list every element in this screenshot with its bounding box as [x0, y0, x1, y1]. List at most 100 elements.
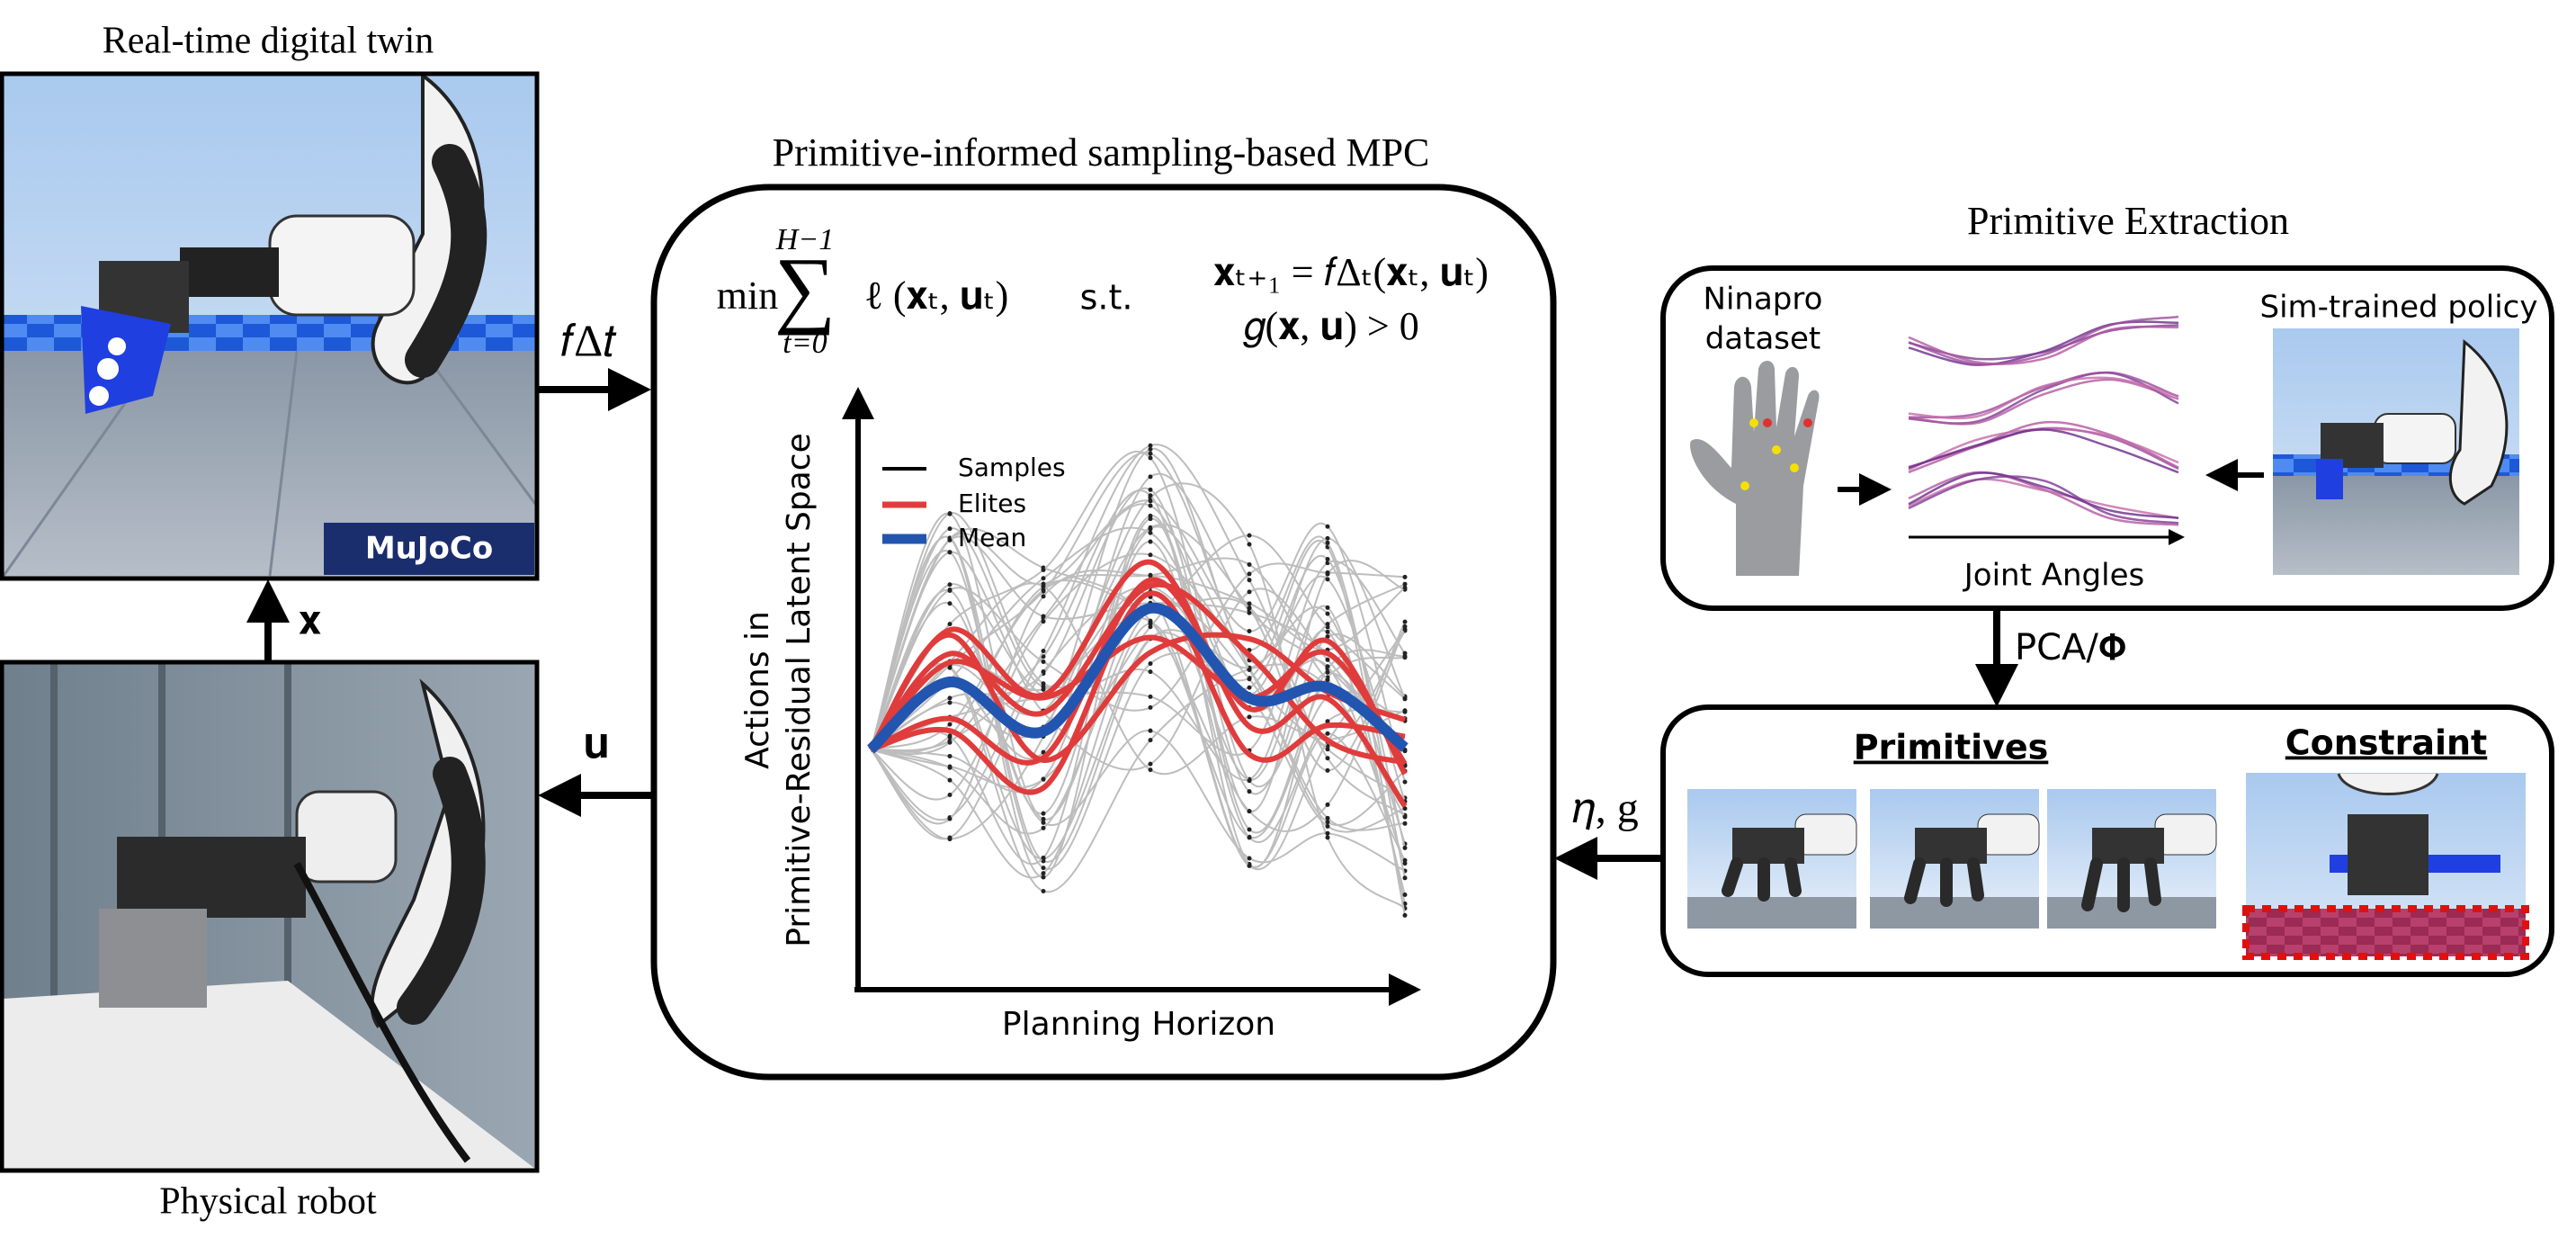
primitive-arm	[2154, 813, 2217, 856]
dataset-label: dataset	[1705, 321, 1821, 357]
sample-dot	[1325, 629, 1330, 634]
dataset-label: Ninapro	[1704, 282, 1823, 318]
sample-dot	[1402, 779, 1408, 785]
sample-dot	[1325, 622, 1330, 627]
sample-dot	[1148, 451, 1153, 456]
sample-dot	[947, 765, 953, 770]
sample-dot	[1041, 648, 1046, 653]
sample-dot	[1041, 871, 1046, 876]
library-box	[1660, 704, 2554, 977]
sample-dot	[947, 550, 953, 555]
objective-min: min	[717, 274, 778, 318]
legend-label: Mean	[958, 523, 1026, 552]
sample-dot	[1148, 669, 1153, 675]
sample-dot	[1402, 655, 1408, 660]
sample-dot	[1325, 657, 1330, 662]
primitive-floor	[1870, 897, 2039, 929]
sample-curve	[870, 562, 1406, 750]
sample-dot	[947, 837, 953, 842]
sample-dot	[1148, 446, 1153, 452]
sample-dot	[1325, 570, 1330, 576]
x-axis-label: Planning Horizon	[1002, 1006, 1275, 1043]
sample-dot	[1402, 893, 1408, 898]
mpc-box	[650, 184, 1557, 1081]
sample-curve	[870, 623, 1406, 879]
dynamics-constraint: 𝐱ₜ₊₁ = 𝑓Δₜ(𝐱ₜ, 𝐮ₜ)	[1213, 250, 1489, 294]
sample-dot	[1148, 443, 1153, 448]
sample-dot	[1148, 487, 1153, 492]
sample-dot	[1247, 714, 1252, 720]
sample-dot	[947, 601, 953, 606]
pca-label: PCA/𝚽	[2015, 627, 2126, 668]
sample-dot	[1148, 498, 1153, 504]
sample-dot	[1325, 605, 1330, 610]
constraint-image	[2242, 773, 2529, 960]
sample-dot	[1247, 827, 1252, 832]
primitive-fingers	[1722, 857, 1802, 902]
inequality-constraint: 𝑔(𝐱, 𝐮) > 0	[1243, 304, 1418, 348]
joint-trajectories	[1908, 315, 2179, 526]
sample-dot	[1041, 820, 1046, 825]
sample-dot	[1402, 574, 1408, 579]
elite-curve	[869, 577, 1408, 776]
sample-dot	[1148, 704, 1153, 710]
sample-dot	[1247, 677, 1252, 682]
sample-dot	[1041, 816, 1046, 821]
legend-label: Samples	[958, 453, 1066, 482]
sample-dot	[1325, 747, 1330, 752]
sample-dot	[1402, 619, 1408, 624]
sim-badge	[324, 523, 534, 575]
sample-dot	[947, 777, 953, 783]
primitive-images	[1687, 789, 2217, 929]
sample-dot	[1148, 767, 1153, 773]
sample-dot	[1402, 845, 1408, 850]
trajectory	[1908, 376, 2179, 420]
sample-dot	[1402, 821, 1408, 826]
sample-dot	[1402, 585, 1408, 590]
sample-dot	[1041, 866, 1046, 871]
legend-label: Elites	[958, 489, 1026, 518]
sample-dot	[1041, 614, 1046, 619]
sample-dot	[1402, 695, 1408, 701]
twin-title: Real-time digital twin	[103, 21, 434, 62]
sample-dot	[1247, 809, 1252, 814]
sample-dot	[1325, 677, 1330, 683]
sample-dot	[1402, 901, 1408, 906]
sample-dot	[1325, 731, 1330, 736]
primitive-arm	[1794, 813, 1857, 856]
sample-dot	[1041, 855, 1046, 860]
sample-dot	[1041, 875, 1046, 880]
sample-dot	[1325, 540, 1330, 545]
sample-dot	[1148, 474, 1153, 480]
objective-upper: H−1	[775, 223, 835, 256]
sample-dot	[947, 582, 953, 588]
extraction-title: Primitive Extraction	[1967, 199, 2289, 243]
sample-dot	[1148, 530, 1153, 535]
trajectory	[1908, 428, 2179, 474]
sample-dot	[1402, 806, 1408, 812]
sample-dot	[1247, 571, 1252, 577]
extraction-box	[1660, 265, 2554, 611]
elite-curve	[868, 559, 1408, 808]
sample-dot	[1247, 856, 1252, 861]
primitive-fingers	[2081, 857, 2161, 912]
sample-dot	[1325, 535, 1330, 541]
sample-dot	[1148, 493, 1153, 498]
mean-curve	[866, 602, 1409, 754]
sample-dot	[947, 588, 953, 593]
sample-dot	[1148, 728, 1153, 733]
sample-dot	[1325, 830, 1330, 836]
sample-dot	[1041, 619, 1046, 624]
joint-axis-label: Joint Angles	[1963, 558, 2144, 594]
y-axis-label: Primitive-Residual Latent Space	[781, 433, 818, 946]
sample-dot	[1325, 767, 1330, 773]
params-label: 𝜂, g	[1572, 785, 1638, 832]
sample-dot	[1041, 594, 1046, 599]
sample-dot	[1402, 650, 1408, 656]
sample-dot	[1041, 668, 1046, 674]
sample-dot	[1247, 778, 1252, 784]
sample-dot	[1041, 776, 1046, 782]
sample-dot	[1247, 561, 1252, 567]
sample-dot	[1041, 681, 1046, 686]
